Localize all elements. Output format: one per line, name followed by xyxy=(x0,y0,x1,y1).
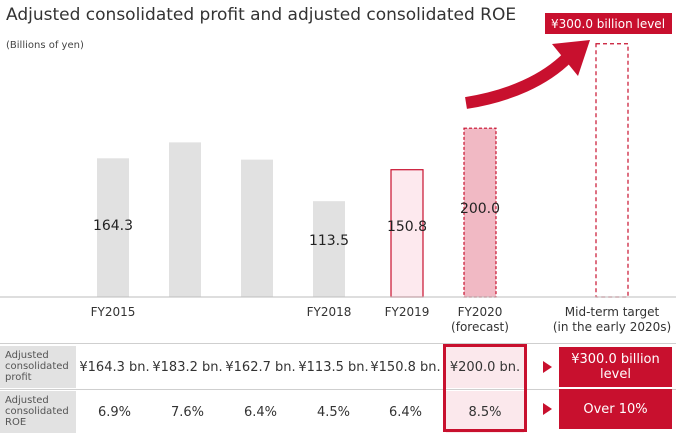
bar-fy2017 xyxy=(241,159,273,297)
target-label: ¥300.0 billion level xyxy=(551,17,665,31)
table-cell-profit-fy2018: ¥113.5 bn. xyxy=(298,359,369,375)
row-label-line: consolidated xyxy=(5,406,69,417)
table-cell-roe-fy2016: 7.6% xyxy=(170,404,205,420)
x-tick-label: (in the early 2020s) xyxy=(553,320,671,334)
growth-arrow xyxy=(465,52,573,109)
table-cell-profit-fy2017: ¥162.7 bn. xyxy=(225,359,296,375)
chart-title: Adjusted consolidated profit and adjuste… xyxy=(6,5,517,25)
bar-chart: 164.3 FY2015 113.5 FY2018 150.8 FY2019 200.0 FY… xyxy=(0,13,676,334)
table-cell-profit-fy2019: ¥150.8 bn. xyxy=(370,359,441,375)
forecast-highlight-border xyxy=(443,344,527,432)
unit-label: (Billions of yen) xyxy=(6,40,84,51)
x-tick-label: FY2020 xyxy=(458,305,503,319)
target-box-roe: Over 10% xyxy=(559,389,672,429)
table-cell-roe-fy2017: 6.4% xyxy=(243,404,278,420)
target-box-line: level xyxy=(600,367,631,382)
row-label-line: consolidated xyxy=(5,361,69,372)
x-tick-label: FY2018 xyxy=(307,305,352,319)
table-cell-roe-fy2019: 6.4% xyxy=(388,404,423,420)
table-row-divider xyxy=(0,389,676,390)
bar-mid-term-target xyxy=(595,43,629,298)
table-cell-roe-fy2020: 8.5% xyxy=(446,391,524,433)
row-label-line: Adjusted xyxy=(5,350,49,361)
x-tick-label: FY2015 xyxy=(91,305,136,319)
row-label-line: Adjusted xyxy=(5,395,49,406)
table-cell-profit-fy2016: ¥183.2 bn. xyxy=(152,359,223,375)
table-cell-profit-fy2015: ¥164.3 bn. xyxy=(79,359,150,375)
x-tick-label: Mid-term target xyxy=(565,305,660,319)
growth-arrowhead xyxy=(552,40,590,76)
row-label-line: ROE xyxy=(5,417,27,428)
x-tick-label: (forecast) xyxy=(451,320,509,334)
bar-fy2019 xyxy=(390,169,424,298)
table-cell-roe-fy2015: 6.9% xyxy=(97,404,132,420)
bar-fy2015 xyxy=(97,158,129,297)
table-cell-roe-fy2018: 4.5% xyxy=(316,404,351,420)
target-box-profit: ¥300.0 billion level xyxy=(559,347,672,387)
row-label-line: profit xyxy=(5,372,32,383)
table-cell-profit-fy2020: ¥200.0 bn. xyxy=(446,346,524,388)
table-top-border xyxy=(0,343,676,344)
arrow-marker-profit xyxy=(543,361,552,373)
data-label: 113.5 xyxy=(309,233,349,249)
x-tick-label: FY2019 xyxy=(385,305,430,319)
arrow-marker-roe xyxy=(543,403,552,415)
target-label-bg xyxy=(545,13,672,34)
target-box-line: ¥300.0 billion xyxy=(571,352,660,367)
bar-fy2016 xyxy=(169,142,201,297)
data-label: 150.8 xyxy=(387,219,427,235)
data-table: Adjusted consolidated profit Adjusted co… xyxy=(0,343,676,436)
data-label: 164.3 xyxy=(93,218,133,234)
row-label-roe: Adjusted consolidated ROE xyxy=(0,391,76,433)
data-label: 200.0 xyxy=(460,201,500,217)
bar-fy2018 xyxy=(313,201,345,297)
row-label-profit: Adjusted consolidated profit xyxy=(0,346,76,388)
